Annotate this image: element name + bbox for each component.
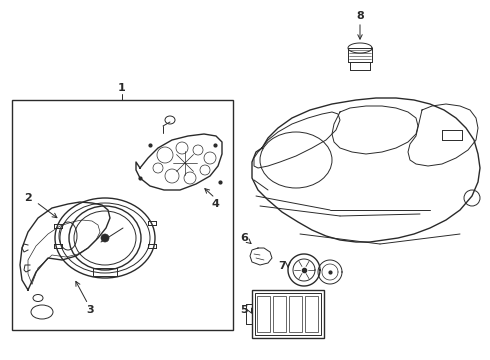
Text: 7: 7 bbox=[278, 261, 286, 271]
Text: 1: 1 bbox=[118, 83, 126, 93]
Bar bbox=[273, 296, 286, 332]
Circle shape bbox=[101, 234, 109, 242]
Text: 4: 4 bbox=[211, 199, 219, 209]
Bar bbox=[255, 293, 321, 335]
Bar bbox=[257, 296, 270, 332]
Text: 6: 6 bbox=[240, 233, 248, 243]
Text: 8: 8 bbox=[356, 11, 364, 21]
Bar bbox=[289, 296, 302, 332]
Bar bbox=[12, 100, 233, 330]
Text: 5: 5 bbox=[240, 305, 248, 315]
Text: 2: 2 bbox=[24, 193, 32, 203]
Bar bbox=[305, 296, 318, 332]
Bar bbox=[252, 290, 324, 338]
Text: 3: 3 bbox=[86, 305, 94, 315]
